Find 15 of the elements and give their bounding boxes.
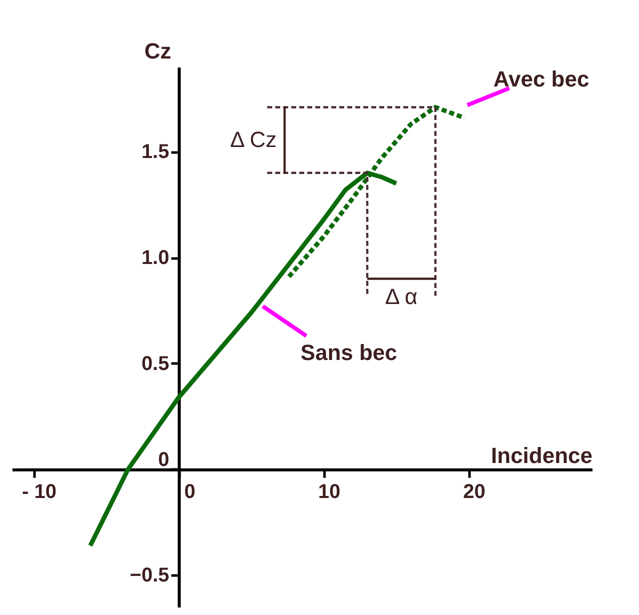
annotation: Δ α — [385, 284, 418, 309]
y-tick-label: 0 — [158, 448, 170, 471]
y-tick-label: 0.5 — [141, 352, 170, 375]
series-label: Avec bec — [493, 66, 590, 92]
text: Sans bec — [300, 340, 398, 365]
y-tick-label: 1.5 — [141, 141, 170, 164]
y-tick-label: −0.5 — [130, 564, 170, 587]
x-tick-label: 20 — [463, 480, 486, 503]
y-tick-label: 1.0 — [141, 247, 170, 270]
annotation: Δ Cz — [230, 127, 277, 152]
x-tick-label: 0 — [184, 480, 196, 503]
y-axis-title: Cz — [144, 38, 172, 64]
x-axis-title: Incidence — [491, 442, 592, 468]
x-tick-label: 10 — [318, 480, 340, 503]
x-tick-label: - 10 — [22, 480, 56, 503]
